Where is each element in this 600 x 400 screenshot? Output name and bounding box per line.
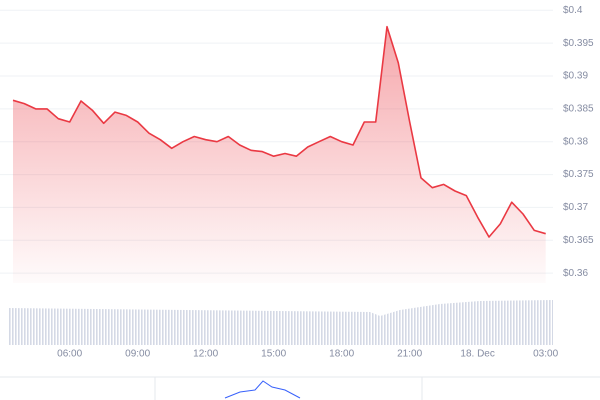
y-tick-label: $0.36 [563, 268, 588, 279]
y-tick-label: $0.39 [563, 71, 588, 82]
price-line [12, 25, 546, 238]
x-tick-label: 21:00 [397, 349, 422, 360]
y-tick-label: $0.37 [563, 202, 588, 213]
y-tick-label: $0.38 [563, 136, 588, 147]
x-tick-label: 06:00 [57, 349, 82, 360]
x-tick-label: 15:00 [261, 349, 286, 360]
x-tick-label: 09:00 [125, 349, 150, 360]
volume-band [8, 300, 553, 345]
y-tick-label: $0.385 [563, 103, 594, 114]
y-tick-label: $0.375 [563, 169, 594, 180]
x-tick-label: 18:00 [329, 349, 354, 360]
price-area [13, 26, 546, 283]
x-tick-label: 03:00 [533, 349, 558, 360]
y-tick-label: $0.395 [563, 38, 594, 49]
y-tick-label: $0.365 [563, 235, 594, 246]
navigator-line [224, 380, 301, 399]
y-tick-label: $0.4 [563, 5, 583, 16]
x-tick-label: 12:00 [193, 349, 218, 360]
x-tick-label: 18. Dec [460, 349, 494, 360]
